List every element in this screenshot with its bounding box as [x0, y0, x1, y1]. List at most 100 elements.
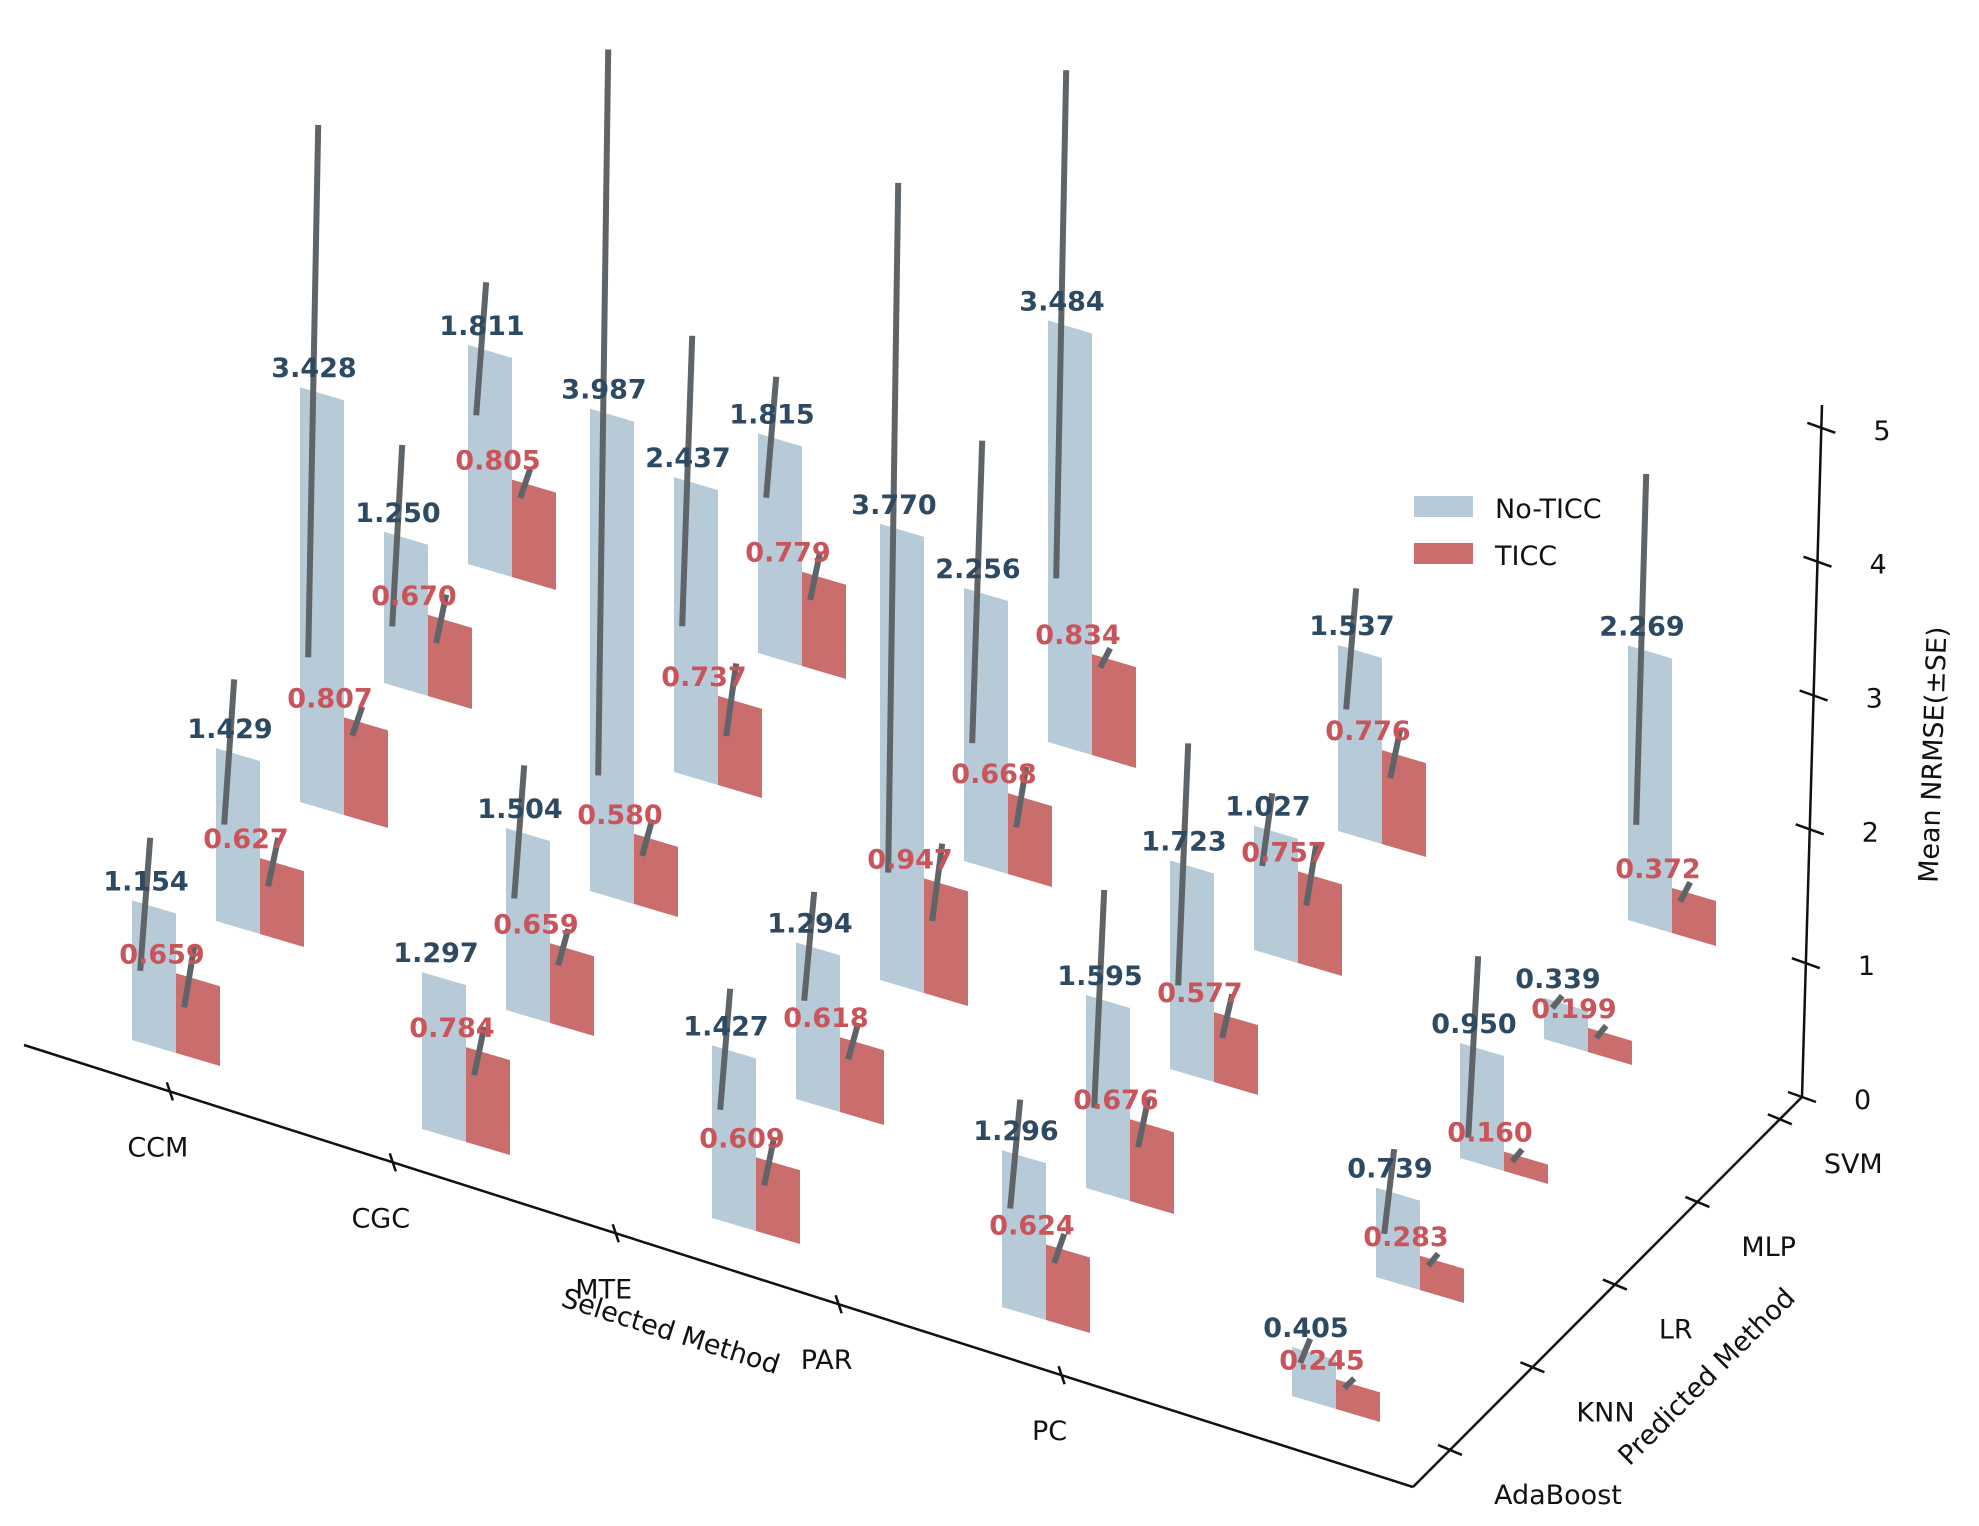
z-tick-label-5: 5 — [1873, 416, 1890, 447]
bar-group-par-mlp: 1.027 0.757 — [1225, 792, 1342, 976]
value-label-ticc-ccm-knn: 0.627 — [203, 824, 288, 855]
value-label-no-ticc-ccm-knn: 1.429 — [187, 714, 272, 745]
bar-group-par-lr: 1.723 0.577 — [1141, 743, 1258, 1095]
error-bar-ticc-cgc-svm — [807, 550, 824, 601]
error-bar-no-ticc-mte-knn — [801, 891, 818, 1002]
error-bar-no-ticc-cgc-lr — [595, 49, 612, 776]
x-tick-par — [834, 1294, 843, 1314]
value-label-no-ticc-cgc-adaboost: 1.297 — [393, 938, 478, 969]
value-label-no-ticc-pc-svm: 2.269 — [1599, 611, 1684, 642]
value-label-no-ticc-par-svm: 1.537 — [1309, 611, 1394, 642]
bar-group-pc-knn: 0.739 0.283 — [1347, 1148, 1464, 1303]
bar-group-ccm-mlp: 1.250 0.670 — [355, 444, 472, 709]
error-bar-ticc-par-lr — [1219, 993, 1236, 1039]
bar-ticc-ccm-lr — [344, 717, 388, 828]
y-tick-label-lr: LR — [1659, 1315, 1693, 1346]
bar-ticc-par-mlp — [1298, 871, 1342, 976]
z-tick-2 — [1795, 823, 1825, 836]
bar-group-par-knn: 1.595 0.676 — [1057, 889, 1174, 1214]
z-tick-1 — [1791, 956, 1821, 970]
value-label-ticc-par-lr: 0.577 — [1157, 978, 1242, 1009]
legend-swatch-ticc — [1414, 543, 1473, 564]
axes-layer: CCM CGC MTE PAR PC Selected Method AdaBoost KNN… — [23, 404, 1954, 1511]
bar-group-cgc-svm: 1.815 0.779 — [729, 376, 846, 679]
value-label-no-ticc-cgc-svm: 1.815 — [729, 399, 814, 430]
error-bar-no-ticc-pc-lr — [1465, 956, 1482, 1138]
error-bar-ticc-cgc-mlp — [723, 663, 740, 737]
x-axis-title: Selected Method — [558, 1283, 784, 1381]
bar-group-cgc-mlp: 2.437 0.737 — [645, 335, 762, 798]
legend-swatch-no-ticc — [1414, 496, 1473, 517]
value-label-ticc-par-svm: 0.776 — [1325, 716, 1410, 747]
bar-ticc-par-adaboost — [1046, 1244, 1090, 1333]
error-bar-no-ticc-pc-mlp — [1549, 993, 1565, 1010]
error-bar-ticc-mte-knn — [845, 1022, 862, 1061]
x-tick-label-pc: PC — [1032, 1416, 1067, 1447]
error-bar-no-ticc-ccm-lr — [305, 124, 322, 658]
error-bar-ticc-pc-lr — [1509, 1147, 1525, 1164]
bar-ticc-par-svm — [1382, 750, 1426, 857]
error-bar-ticc-pc-adaboost — [1342, 1376, 1357, 1391]
value-label-ticc-cgc-lr: 0.580 — [577, 800, 662, 831]
y-tick-label-mlp: MLP — [1741, 1232, 1796, 1263]
value-label-no-ticc-pc-lr: 0.950 — [1431, 1009, 1516, 1040]
error-bar-no-ticc-ccm-svm — [473, 281, 490, 416]
error-bar-ticc-mte-adaboost — [761, 1136, 778, 1187]
bar-group-cgc-adaboost: 1.297 0.784 — [393, 938, 510, 1155]
x-tick-label-par: PAR — [801, 1345, 853, 1376]
bar-group-mte-lr: 3.770 0.947 — [851, 182, 968, 1006]
value-label-no-ticc-ccm-adaboost: 1.154 — [103, 866, 188, 897]
bar-group-mte-knn: 1.294 0.618 — [767, 891, 884, 1125]
value-label-no-ticc-pc-knn: 0.739 — [1347, 1154, 1432, 1185]
value-label-ticc-pc-svm: 0.372 — [1615, 854, 1700, 885]
x-tick-pc — [1057, 1365, 1066, 1385]
bar-ticc-ccm-svm — [512, 479, 556, 590]
bar-ticc-mte-mlp — [1008, 793, 1052, 887]
error-bar-no-ticc-mte-svm — [1053, 70, 1070, 579]
value-label-no-ticc-mte-svm: 3.484 — [1019, 286, 1104, 317]
bar-ticc-par-lr — [1214, 1012, 1258, 1095]
y-axis-title: Predicted Method — [1612, 1282, 1801, 1471]
bar-ticc-pc-svm — [1672, 887, 1716, 946]
legend: No-TICC TICC — [1414, 494, 1602, 572]
x-axis-line — [23, 1043, 1414, 1489]
legend-label-no-ticc: No-TICC — [1495, 494, 1602, 525]
value-label-ticc-mte-svm: 0.834 — [1035, 620, 1120, 651]
bar-ticc-par-knn — [1130, 1119, 1174, 1214]
bar-ticc-pc-adaboost — [1336, 1379, 1380, 1422]
error-bar-no-ticc-pc-knn — [1381, 1148, 1398, 1235]
value-label-no-ticc-cgc-mlp: 2.437 — [645, 443, 730, 474]
bar-ticc-pc-knn — [1420, 1255, 1464, 1303]
bar-ticc-cgc-lr — [634, 833, 678, 917]
z-axis-title: Mean NRMSE(±SE) — [1914, 626, 1954, 883]
bar-ticc-cgc-svm — [802, 571, 846, 679]
bar-no-ticc-pc-lr — [1460, 1043, 1504, 1171]
value-label-no-ticc-par-mlp: 1.027 — [1225, 792, 1310, 823]
x-tick-mte — [611, 1223, 620, 1243]
error-bar-ticc-par-svm — [1387, 729, 1404, 779]
value-label-no-ticc-par-knn: 1.595 — [1057, 961, 1142, 992]
bar-group-ccm-knn: 1.429 0.627 — [187, 679, 304, 947]
z-tick-3 — [1799, 689, 1829, 702]
bars-layer: 1.811 0.805 1.815 0.779 3.484 0.834 1.537 0.776… — [103, 49, 1716, 1422]
bar-no-ticc-cgc-adaboost — [422, 972, 466, 1142]
value-label-ticc-par-adaboost: 0.624 — [989, 1210, 1074, 1241]
bar-ticc-cgc-mlp — [718, 695, 762, 798]
value-label-ticc-mte-mlp: 0.668 — [951, 759, 1036, 790]
error-bar-no-ticc-mte-mlp — [969, 440, 986, 744]
value-label-no-ticc-mte-mlp: 2.256 — [935, 554, 1020, 585]
error-bar-no-ticc-mte-adaboost — [717, 988, 734, 1110]
bar-group-cgc-lr: 3.987 0.580 — [561, 49, 678, 917]
bar-no-ticc-cgc-mlp — [674, 477, 718, 785]
y-tick-mlp — [1684, 1195, 1710, 1209]
value-label-ticc-mte-lr: 0.947 — [867, 844, 952, 875]
value-label-ticc-pc-lr: 0.160 — [1447, 1118, 1532, 1149]
x-tick-cgc — [388, 1152, 397, 1172]
error-bar-no-ticc-par-adaboost — [1007, 1099, 1024, 1209]
error-bar-ticc-ccm-svm — [517, 467, 534, 499]
value-label-no-ticc-mte-adaboost: 1.427 — [683, 1011, 768, 1042]
error-bar-ticc-par-adaboost — [1051, 1232, 1068, 1264]
